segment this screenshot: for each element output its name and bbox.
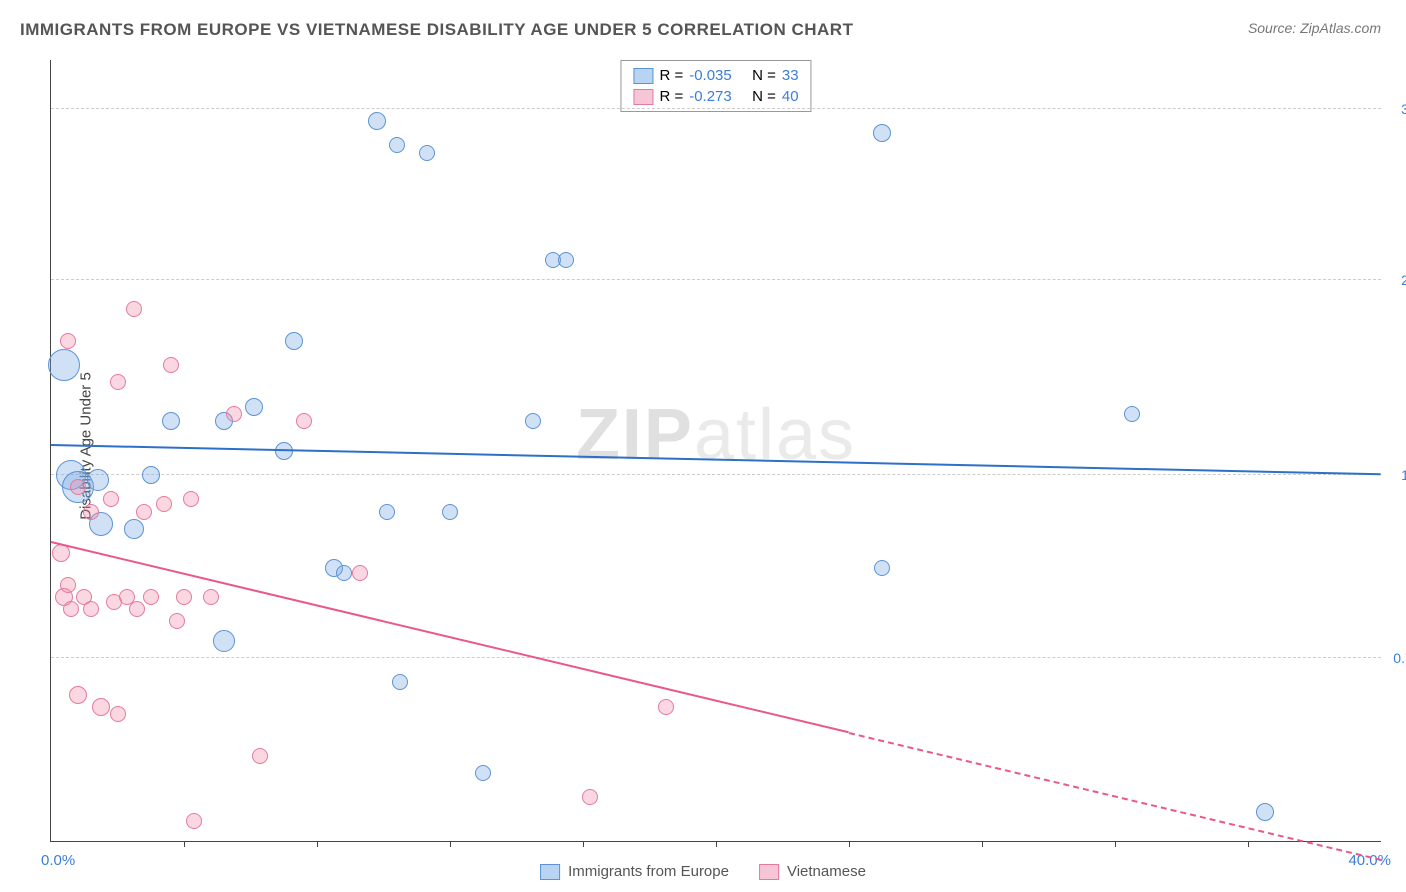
x-tick: [849, 841, 850, 847]
data-point: [525, 413, 541, 429]
data-point: [60, 577, 76, 593]
legend-label-1: Vietnamese: [787, 863, 866, 880]
stats-n-value-1: 40: [782, 88, 799, 105]
legend-swatch-0: [540, 864, 560, 880]
x-tick: [450, 841, 451, 847]
regression-line: [51, 541, 849, 733]
bottom-legend: Immigrants from Europe Vietnamese: [540, 863, 866, 880]
data-point: [245, 398, 263, 416]
chart-title: IMMIGRANTS FROM EUROPE VS VIETNAMESE DIS…: [20, 20, 853, 40]
x-axis-min-label: 0.0%: [41, 852, 75, 869]
gridline: [51, 474, 1381, 475]
data-point: [379, 504, 395, 520]
swatch-series-1: [633, 89, 653, 105]
data-point: [389, 137, 405, 153]
data-point: [368, 112, 386, 130]
data-point: [419, 145, 435, 161]
data-point: [1124, 406, 1140, 422]
gridline: [51, 657, 1381, 658]
stats-r-label: R =: [659, 67, 683, 84]
y-tick-label: 2.3%: [1388, 272, 1406, 288]
data-point: [162, 412, 180, 430]
chart-plot-area: ZIPatlas 0.0% 40.0% R = -0.035 N = 33 R …: [50, 60, 1381, 842]
x-tick: [317, 841, 318, 847]
y-tick-label: 3.0%: [1388, 101, 1406, 117]
data-point: [176, 589, 192, 605]
data-point: [136, 504, 152, 520]
data-point: [129, 601, 145, 617]
x-tick: [1115, 841, 1116, 847]
data-point: [124, 519, 144, 539]
data-point: [392, 674, 408, 690]
data-point: [873, 124, 891, 142]
stats-legend-box: R = -0.035 N = 33 R = -0.273 N = 40: [620, 60, 811, 112]
data-point: [63, 601, 79, 617]
stats-n-label: N =: [752, 67, 776, 84]
stats-row-series-0: R = -0.035 N = 33: [633, 65, 798, 86]
data-point: [296, 413, 312, 429]
data-point: [110, 706, 126, 722]
data-point: [1256, 803, 1274, 821]
data-point: [582, 789, 598, 805]
data-point: [169, 613, 185, 629]
data-point: [186, 813, 202, 829]
data-point: [110, 374, 126, 390]
gridline: [51, 279, 1381, 280]
stats-r-value-0: -0.035: [689, 67, 732, 84]
data-point: [336, 565, 352, 581]
stats-row-series-1: R = -0.273 N = 40: [633, 86, 798, 107]
data-point: [126, 301, 142, 317]
data-point: [226, 406, 242, 422]
data-point: [70, 479, 86, 495]
x-tick: [1248, 841, 1249, 847]
data-point: [558, 252, 574, 268]
stats-r-label: R =: [659, 88, 683, 105]
y-tick-label: 0.75%: [1388, 650, 1406, 666]
data-point: [203, 589, 219, 605]
y-tick-label: 1.5%: [1388, 467, 1406, 483]
data-point: [213, 630, 235, 652]
stats-r-value-1: -0.273: [689, 88, 732, 105]
legend-label-0: Immigrants from Europe: [568, 863, 729, 880]
data-point: [252, 748, 268, 764]
data-point: [156, 496, 172, 512]
x-tick: [716, 841, 717, 847]
data-point: [83, 504, 99, 520]
stats-n-value-0: 33: [782, 67, 799, 84]
gridline: [51, 108, 1381, 109]
watermark-zip: ZIP: [576, 395, 694, 475]
data-point: [183, 491, 199, 507]
legend-item-1: Vietnamese: [759, 863, 866, 880]
watermark: ZIPatlas: [576, 394, 856, 476]
data-point: [143, 589, 159, 605]
data-point: [83, 601, 99, 617]
regression-line: [51, 444, 1381, 475]
data-point: [69, 686, 87, 704]
x-tick: [583, 841, 584, 847]
data-point: [874, 560, 890, 576]
data-point: [475, 765, 491, 781]
x-tick: [982, 841, 983, 847]
data-point: [60, 333, 76, 349]
data-point: [103, 491, 119, 507]
legend-item-0: Immigrants from Europe: [540, 863, 729, 880]
data-point: [442, 504, 458, 520]
data-point: [87, 469, 109, 491]
data-point: [285, 332, 303, 350]
data-point: [163, 357, 179, 373]
legend-swatch-1: [759, 864, 779, 880]
source-attribution: Source: ZipAtlas.com: [1248, 20, 1381, 36]
data-point: [142, 466, 160, 484]
stats-n-label: N =: [752, 88, 776, 105]
swatch-series-0: [633, 68, 653, 84]
x-tick: [184, 841, 185, 847]
data-point: [48, 349, 80, 381]
data-point: [92, 698, 110, 716]
data-point: [658, 699, 674, 715]
data-point: [352, 565, 368, 581]
